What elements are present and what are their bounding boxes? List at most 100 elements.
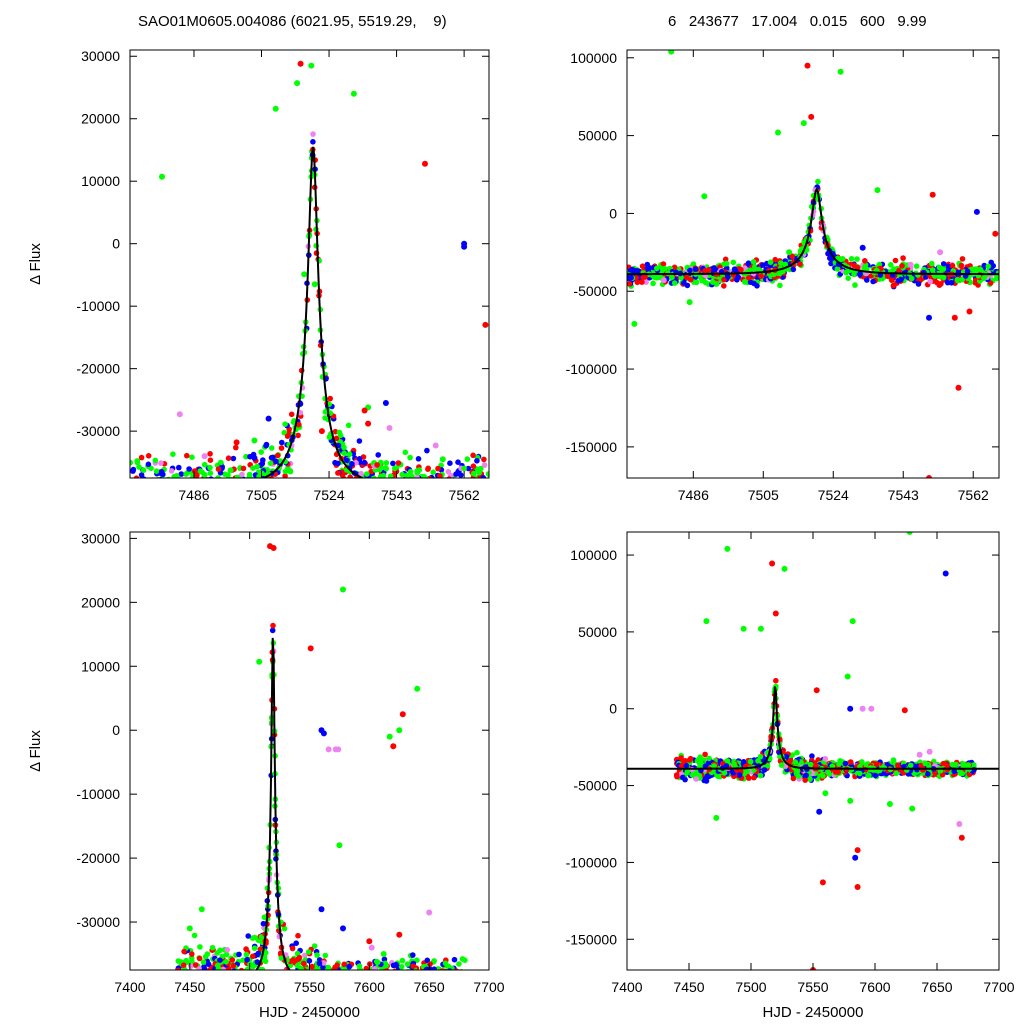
- photometry-point: [178, 481, 184, 487]
- photometry-point: [129, 509, 135, 515]
- photometry-point: [385, 994, 391, 1000]
- photometry-point: [444, 478, 450, 484]
- photometry-point: [459, 976, 465, 982]
- photometry-point: [285, 984, 291, 990]
- photometry-point: [422, 484, 428, 490]
- photometry-point: [165, 495, 171, 501]
- photometry-point: [240, 497, 246, 503]
- photometry-point: [797, 261, 803, 268]
- photometry-point: [455, 459, 461, 466]
- x-tick-label: 7486: [178, 487, 209, 503]
- photometry-point: [399, 957, 406, 964]
- photometry-point: [335, 971, 341, 977]
- y-tick-label: 30000: [81, 48, 120, 64]
- photometry-point: [186, 466, 192, 472]
- photometry-point: [212, 999, 218, 1005]
- photometry-point: [218, 506, 224, 512]
- outlier-point-green: [757, 625, 764, 632]
- photometry-point: [372, 499, 378, 505]
- photometry-point: [346, 963, 353, 970]
- photometry-point: [453, 986, 459, 992]
- photometry-point: [207, 978, 213, 984]
- photometry-point: [333, 435, 340, 442]
- photometry-point: [481, 462, 488, 468]
- x-tick-label: 7524: [313, 487, 344, 503]
- photometry-point: [284, 977, 290, 983]
- photometry-point: [315, 995, 321, 1001]
- photometry-point: [332, 979, 338, 985]
- photometry-point: [227, 493, 233, 499]
- photometry-point: [283, 970, 289, 976]
- photometry-point: [361, 459, 368, 466]
- photometry-point: [206, 508, 212, 514]
- photometry-point: [403, 505, 409, 511]
- photometry-point: [418, 970, 424, 976]
- photometry-point: [292, 972, 298, 978]
- photometry-point: [481, 456, 487, 463]
- y-tick-label: 30000: [81, 530, 120, 546]
- photometry-point: [183, 957, 189, 964]
- photometry-point: [330, 970, 336, 976]
- photometry-point: [425, 971, 431, 977]
- y-tick-label: -100000: [566, 854, 618, 870]
- photometry-point: [234, 474, 241, 478]
- photometry-point: [454, 974, 460, 980]
- photometry-point: [404, 472, 410, 478]
- photometry-point: [223, 958, 229, 965]
- photometry-point: [453, 984, 459, 990]
- photometry-point: [383, 971, 389, 977]
- photometry-point: [130, 459, 134, 466]
- photometry-point: [285, 979, 291, 985]
- photometry-point: [235, 484, 241, 490]
- photometry-point: [451, 979, 457, 985]
- photometry-point: [188, 972, 194, 978]
- photometry-point: [473, 480, 479, 486]
- photometry-point: [366, 479, 372, 485]
- photometry-point: [145, 481, 151, 487]
- photometry-point: [345, 982, 351, 988]
- y-tick-label: -50000: [573, 283, 617, 299]
- photometry-point: [335, 976, 341, 982]
- photometry-point: [164, 478, 170, 484]
- photometry-point: [746, 275, 752, 281]
- outlier-point-red: [297, 60, 304, 67]
- photometry-point: [156, 499, 162, 505]
- photometry-point: [181, 967, 188, 970]
- photometry-point: [251, 945, 258, 951]
- photometry-point: [354, 488, 360, 494]
- panel-bottom-left: 7400 7450 7500 7550 7600 7650 7700300002000010…: [27, 530, 505, 1021]
- photometry-point: [202, 953, 209, 960]
- photometry-point: [206, 979, 212, 985]
- photometry-point: [170, 484, 176, 490]
- x-tick-label: 7450: [673, 979, 704, 995]
- photometry-point: [242, 972, 248, 978]
- photometry-point: [206, 979, 212, 985]
- photometry-point: [949, 262, 956, 269]
- photometry-point: [445, 974, 451, 980]
- photometry-point: [244, 971, 250, 977]
- photometry-point: [289, 972, 295, 978]
- photometry-point: [346, 451, 353, 458]
- photometry-point: [254, 463, 260, 470]
- photometry-point: [321, 971, 327, 977]
- photometry-point: [442, 509, 448, 515]
- photometry-point: [302, 952, 308, 959]
- photometry-point: [128, 498, 134, 504]
- photometry-point: [223, 979, 229, 985]
- photometry-point: [386, 973, 392, 979]
- photometry-point: [459, 986, 465, 992]
- photometry-point: [320, 964, 326, 970]
- photometry-point: [485, 471, 489, 477]
- photometry-point: [142, 496, 148, 502]
- photometry-point: [383, 465, 390, 472]
- outlier-point-blue: [251, 455, 258, 461]
- photometry-point: [222, 1004, 228, 1010]
- photometry-point: [335, 470, 341, 476]
- photometry-point: [888, 262, 894, 268]
- photometry-point: [340, 971, 346, 977]
- photometry-point: [386, 971, 392, 977]
- photometry-point: [327, 974, 333, 980]
- photometry-point: [730, 259, 737, 266]
- outlier-point-green: [380, 951, 387, 957]
- photometry-point: [445, 507, 451, 513]
